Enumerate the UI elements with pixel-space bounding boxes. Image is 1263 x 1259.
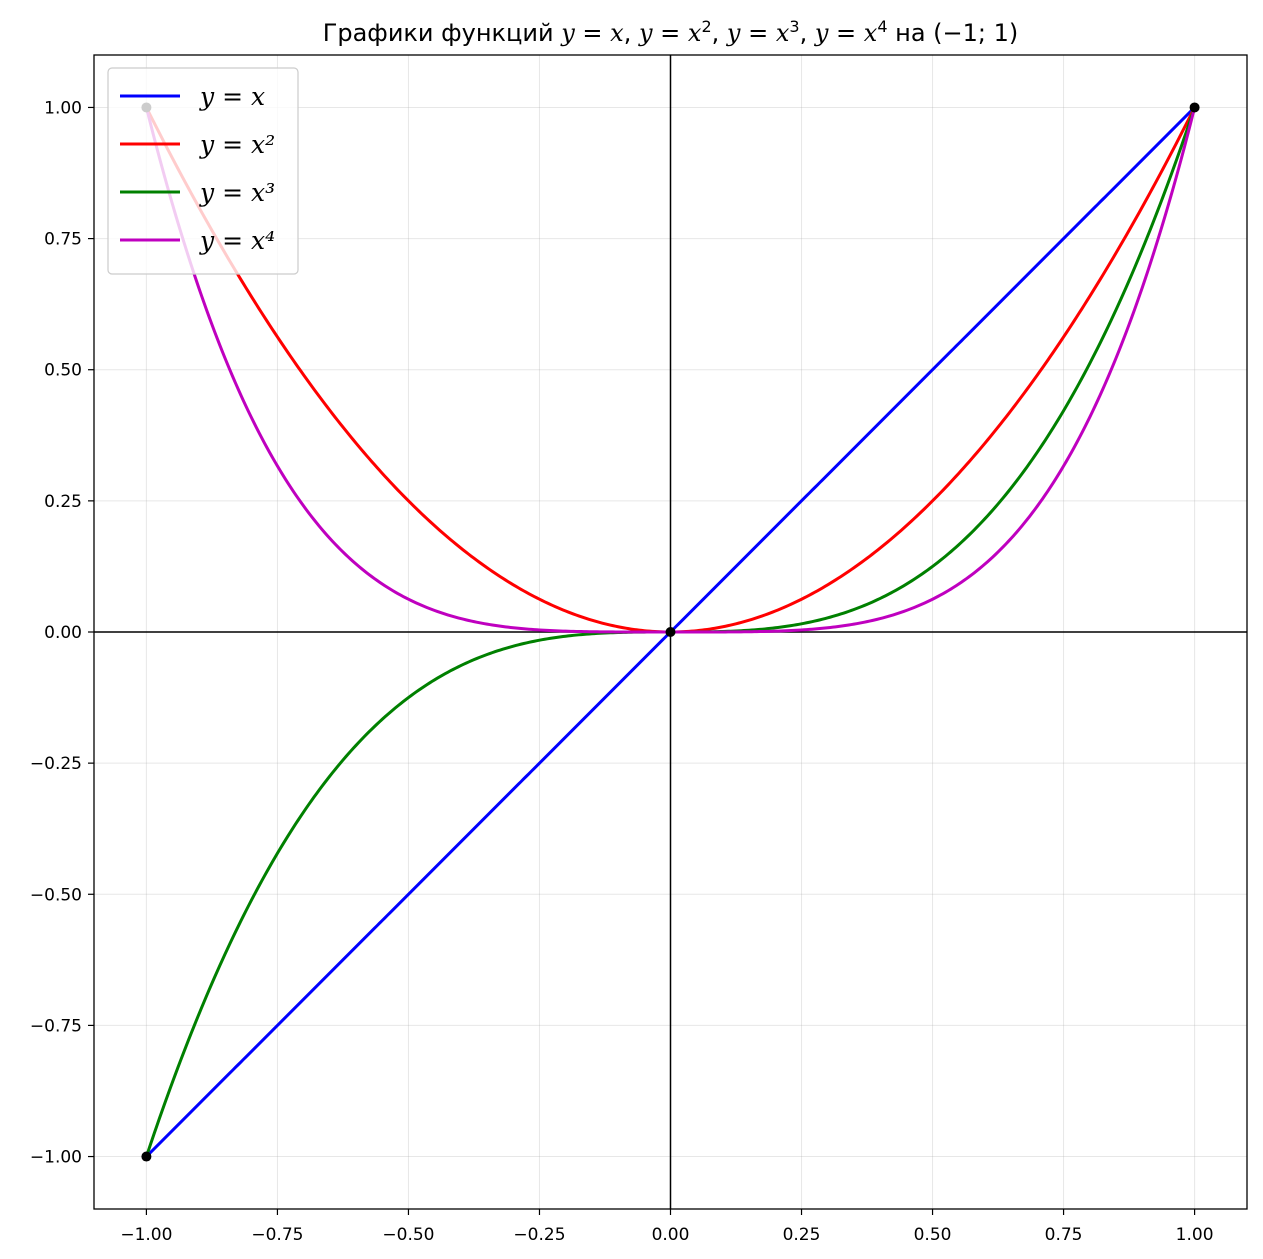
title-part-4: , [624, 19, 639, 47]
legend-label-3: y = x³ [199, 178, 275, 207]
title-part-12: x [776, 19, 790, 47]
x-tick-label-8: 1.00 [1176, 1225, 1214, 1245]
point-4 [1189, 102, 1200, 113]
title-part-18: 4 [877, 17, 887, 36]
title-part-9: , [712, 19, 727, 47]
legend-label-4: y = x⁴ [199, 226, 275, 255]
title-part-17: x [864, 19, 878, 47]
y-tick-label-8: −1.00 [30, 1148, 82, 1168]
title-part-2: = [575, 19, 610, 47]
title-part-11: = [740, 19, 775, 47]
y-tick-label-1: 0.75 [44, 230, 82, 250]
x-tick-label-0: −1.00 [120, 1225, 172, 1245]
point-2 [141, 1151, 152, 1162]
y-tick-label-2: 0.50 [44, 361, 82, 381]
legend-label-1: y = x [199, 82, 265, 111]
point-3 [665, 627, 676, 637]
title-part-16: = [828, 19, 863, 47]
x-tick-label-7: 0.75 [1045, 1225, 1083, 1245]
chart-title: Графики функций y = x, y = x2, y = x3, y… [323, 17, 1019, 48]
title-part-10: y [726, 19, 741, 47]
title-part-19: на (−1; 1) [888, 19, 1019, 47]
title-part-14: , [800, 19, 815, 47]
title-part-13: 3 [789, 17, 799, 36]
title-part-5: y [638, 19, 653, 47]
ticks: −1.00 −0.75 −0.50 −0.25 0.00 0.25 0.50 0.75 1.00… [30, 98, 1214, 1245]
legend: y = x y = x² y = x³ y = x⁴ [107, 67, 299, 275]
title-part-1: y [560, 19, 575, 47]
y-tick-label-4: 0.00 [44, 623, 82, 643]
x-tick-label-3: −0.25 [513, 1225, 565, 1245]
x-tick-label-4: 0.00 [652, 1225, 690, 1245]
y-tick-label-5: −0.25 [30, 754, 82, 774]
title-part-7: x [688, 19, 702, 47]
x-tick-label-5: 0.25 [783, 1225, 821, 1245]
title-part-6: = [653, 19, 688, 47]
x-tick-label-6: 0.50 [914, 1225, 952, 1245]
x-tick-label-1: −0.75 [251, 1225, 303, 1245]
y-tick-label-7: −0.75 [30, 1016, 82, 1036]
x-tick-label-2: −0.50 [382, 1225, 434, 1245]
legend-box [107, 67, 299, 275]
title-part-3: x [610, 19, 624, 47]
title-part-0: Графики функций [323, 19, 562, 47]
y-tick-label-3: 0.25 [44, 492, 82, 512]
y-tick-label-6: −0.50 [30, 885, 82, 905]
title-part-15: y [814, 19, 829, 47]
title-part-8: 2 [701, 17, 711, 36]
legend-label-2: y = x² [199, 130, 275, 159]
y-tick-label-0: 1.00 [44, 98, 82, 118]
